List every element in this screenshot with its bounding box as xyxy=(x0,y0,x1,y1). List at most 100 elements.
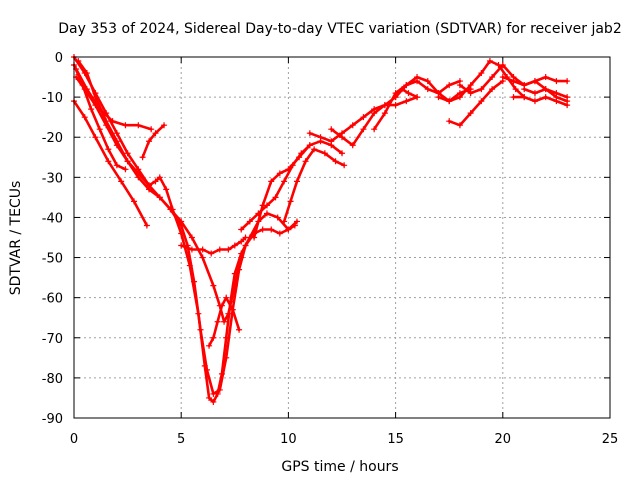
data-point xyxy=(317,134,324,141)
data-point xyxy=(456,122,463,129)
data-point xyxy=(92,134,99,141)
data-point xyxy=(339,150,345,157)
plot-frame xyxy=(73,56,611,419)
data-point xyxy=(263,210,270,217)
data-point xyxy=(223,334,230,341)
data-point xyxy=(276,170,283,177)
data-point xyxy=(321,150,328,157)
data-point xyxy=(306,142,313,149)
data-point xyxy=(510,94,517,101)
data-point xyxy=(236,326,243,333)
data-point xyxy=(564,98,571,105)
data-point xyxy=(499,74,506,81)
data-point xyxy=(229,306,236,313)
data-point xyxy=(92,90,99,97)
data-point xyxy=(152,178,159,185)
data-point xyxy=(113,162,120,169)
data-point xyxy=(218,370,225,377)
data-point xyxy=(124,150,131,157)
data-point xyxy=(238,226,245,233)
data-point xyxy=(467,110,474,117)
data-point xyxy=(293,218,300,225)
y-tick-label: -80 xyxy=(42,372,63,387)
data-point xyxy=(161,122,168,129)
data-point xyxy=(272,194,279,201)
data-point xyxy=(542,86,549,93)
data-point xyxy=(122,166,129,173)
data-point xyxy=(403,82,410,89)
data-point xyxy=(81,114,88,121)
data-point xyxy=(478,70,485,77)
data-point xyxy=(113,142,120,149)
chart-title: Day 353 of 2024, Sidereal Day-to-day VTE… xyxy=(58,21,621,37)
series-line xyxy=(141,123,166,159)
data-point xyxy=(225,246,232,253)
y-tick-label: -90 xyxy=(42,412,63,427)
data-point xyxy=(178,242,185,249)
data-point xyxy=(246,218,253,225)
data-point xyxy=(381,102,388,109)
data-point xyxy=(274,214,281,221)
data-point xyxy=(199,254,206,261)
data-point xyxy=(403,98,410,105)
data-point xyxy=(188,246,195,253)
series-arc-11 xyxy=(281,146,348,225)
data-point xyxy=(405,90,412,97)
data-point xyxy=(302,158,309,165)
data-point xyxy=(163,186,170,193)
data-point xyxy=(210,334,217,341)
data-point xyxy=(424,86,431,93)
grid xyxy=(74,57,610,418)
data-point xyxy=(510,78,517,85)
data-point xyxy=(285,226,292,233)
data-point xyxy=(218,302,225,309)
data-point xyxy=(478,98,485,105)
data-point xyxy=(208,250,215,257)
data-point xyxy=(131,198,138,205)
series-arc-18 xyxy=(446,78,506,129)
data-point xyxy=(146,182,153,189)
y-tick-label: -50 xyxy=(42,252,63,267)
data-point xyxy=(124,158,131,165)
data-point xyxy=(349,122,356,129)
series-line xyxy=(282,148,346,223)
data-point xyxy=(339,134,345,141)
series-arc-22 xyxy=(521,86,571,105)
y-tick-label: -20 xyxy=(42,131,63,146)
y-axis-label: SDTVAR / TECUs xyxy=(8,181,24,296)
data-point xyxy=(281,178,288,185)
series-arc-20 xyxy=(499,74,571,89)
series-arc-12 xyxy=(238,142,313,233)
data-point xyxy=(521,86,528,93)
data-point xyxy=(251,234,258,241)
data-point xyxy=(210,398,217,405)
data-point xyxy=(113,130,120,137)
data-point xyxy=(531,98,538,105)
data-point xyxy=(478,86,485,93)
data-point xyxy=(210,282,217,289)
series-line xyxy=(394,75,472,103)
data-point xyxy=(201,362,208,369)
series-line xyxy=(437,59,526,103)
data-point xyxy=(223,294,230,301)
data-point xyxy=(216,246,223,253)
data-point xyxy=(467,90,474,97)
data-point xyxy=(531,78,538,85)
data-point xyxy=(103,110,110,117)
data-point xyxy=(349,142,356,149)
data-point xyxy=(105,146,112,153)
data-point xyxy=(135,122,142,129)
data-point xyxy=(360,114,367,121)
data-point xyxy=(242,234,249,241)
series-arc-6 xyxy=(71,54,300,405)
data-point xyxy=(414,74,421,81)
data-point xyxy=(186,262,193,269)
x-tick-label: 15 xyxy=(387,432,404,447)
data-point xyxy=(414,94,421,101)
data-point xyxy=(268,178,275,185)
data-point xyxy=(392,94,399,101)
data-point xyxy=(152,130,159,137)
data-point xyxy=(371,126,378,133)
data-point xyxy=(118,178,125,185)
data-point xyxy=(259,226,266,233)
